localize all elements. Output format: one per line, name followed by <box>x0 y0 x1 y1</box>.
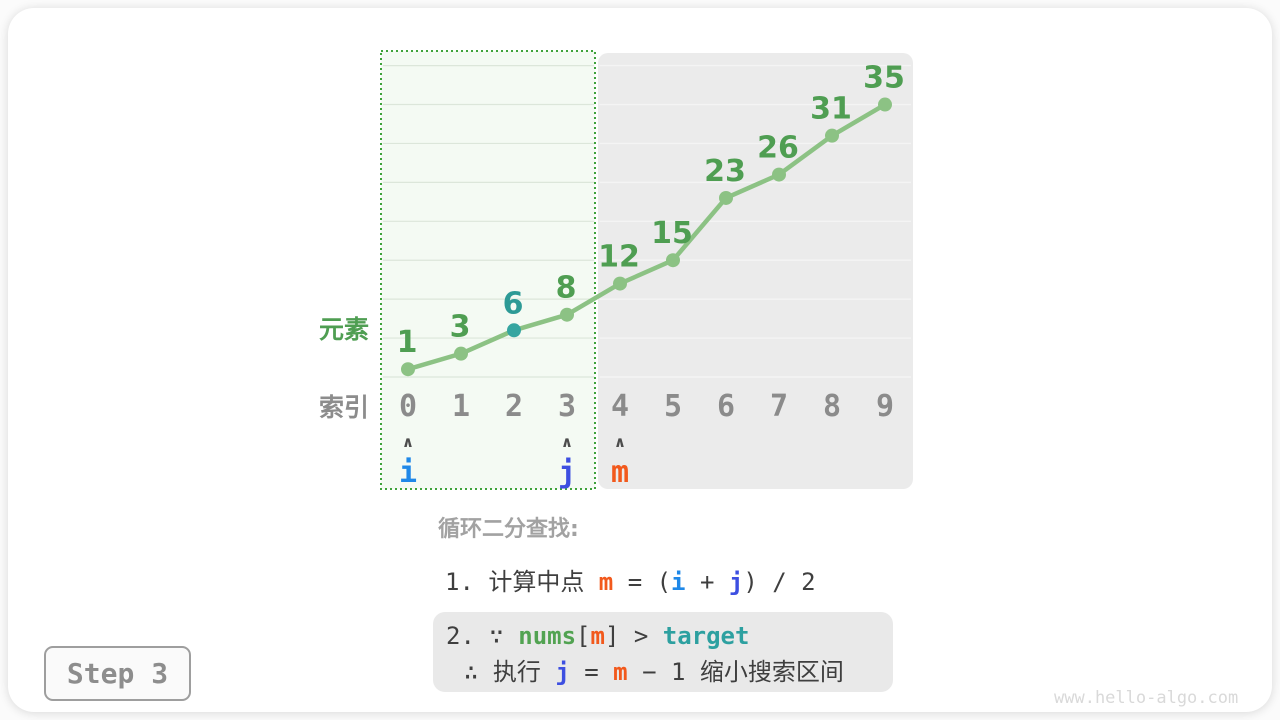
data-point <box>825 128 839 143</box>
value-label: 31 <box>810 92 852 127</box>
value-label: 6 <box>503 286 524 321</box>
caption-token-plain: 2. ∵ <box>446 622 519 650</box>
data-point <box>401 362 415 377</box>
index-label: 5 <box>664 389 682 424</box>
pointer-arrow-m: ∧ <box>614 433 626 451</box>
search-region <box>381 51 595 489</box>
data-point <box>613 276 627 291</box>
value-label: 23 <box>704 154 746 189</box>
index-label: 0 <box>399 389 417 424</box>
value-label: 3 <box>450 310 471 345</box>
search-region-border <box>380 50 596 490</box>
caption-token-m: m <box>598 568 614 596</box>
caption-token-j: j <box>728 568 744 596</box>
caption-token-plain: = <box>569 658 614 686</box>
value-label: 35 <box>863 61 905 96</box>
data-point <box>719 190 733 205</box>
step-badge: Step 3 <box>44 646 191 701</box>
caption-step2-conclusion: ∴ 执行 j = m − 1 缩小搜索区间 <box>446 656 893 688</box>
pointer-label-j: j <box>558 455 576 490</box>
diagram-card: 1 3 6 8 12 15 23 26 31 35 0 1 2 3 4 5 6 7 8 9 元素 索引 ∧ i ∧ j ∧ m 循环二… <box>8 8 1272 712</box>
caption-token-m: m <box>590 622 605 650</box>
index-label: 9 <box>876 389 894 424</box>
caption-step2-premise: 2. ∵ nums[m] > target <box>446 620 893 652</box>
value-label: 15 <box>651 216 693 251</box>
index-label: 3 <box>558 389 576 424</box>
index-label: 7 <box>770 389 788 424</box>
caption-token-plain: + <box>685 568 729 596</box>
caption-token-plain: ) / 2 <box>743 568 816 596</box>
value-label: 1 <box>397 325 418 360</box>
caption-token-target: target <box>662 622 750 650</box>
index-label: 6 <box>717 389 735 424</box>
data-point-highlighted <box>507 323 521 338</box>
index-label: 4 <box>611 389 629 424</box>
caption-token-j: j <box>555 658 570 686</box>
data-point <box>454 346 468 361</box>
caption-step1: 1. 计算中点 m = (i + j) / 2 <box>445 566 816 598</box>
pointer-label-m: m <box>611 455 629 490</box>
step-badge-label: Step 3 <box>66 657 169 690</box>
data-line <box>405 102 888 372</box>
element-axis-label: 元素 <box>319 315 369 344</box>
value-label: 26 <box>757 131 799 166</box>
data-point <box>878 97 892 112</box>
value-label: 8 <box>556 271 577 306</box>
index-axis-label: 索引 <box>319 393 369 422</box>
data-point <box>666 253 680 268</box>
index-label: 2 <box>505 389 523 424</box>
value-label: 12 <box>598 240 640 275</box>
caption-token-plain: ] > <box>604 622 663 650</box>
excluded-region <box>598 53 913 489</box>
data-point <box>560 307 574 322</box>
caption-token-m: m <box>613 658 628 686</box>
caption-token-nums: nums <box>518 622 577 650</box>
data-point <box>772 167 786 182</box>
pointer-arrow-i: ∧ <box>402 433 414 451</box>
caption-token-i: i <box>671 568 686 596</box>
index-label: 1 <box>452 389 470 424</box>
caption-step2-box: 2. ∵ nums[m] > target ∴ 执行 j = m − 1 缩小搜… <box>433 612 893 692</box>
caption-token-plain: ∴ 执行 <box>464 658 556 686</box>
watermark: www.hello-algo.com <box>1054 688 1239 708</box>
pointer-label-i: i <box>399 455 417 490</box>
caption-token-plain: − 1 缩小搜索区间 <box>627 658 844 686</box>
caption-heading: 循环二分查找: <box>438 517 579 542</box>
caption-token-plain: [ <box>576 622 591 650</box>
caption-token-plain: 1. 计算中点 <box>445 568 599 596</box>
caption-token-plain: = ( <box>613 568 672 596</box>
pointer-arrow-j: ∧ <box>561 433 573 451</box>
index-label: 8 <box>823 389 841 424</box>
